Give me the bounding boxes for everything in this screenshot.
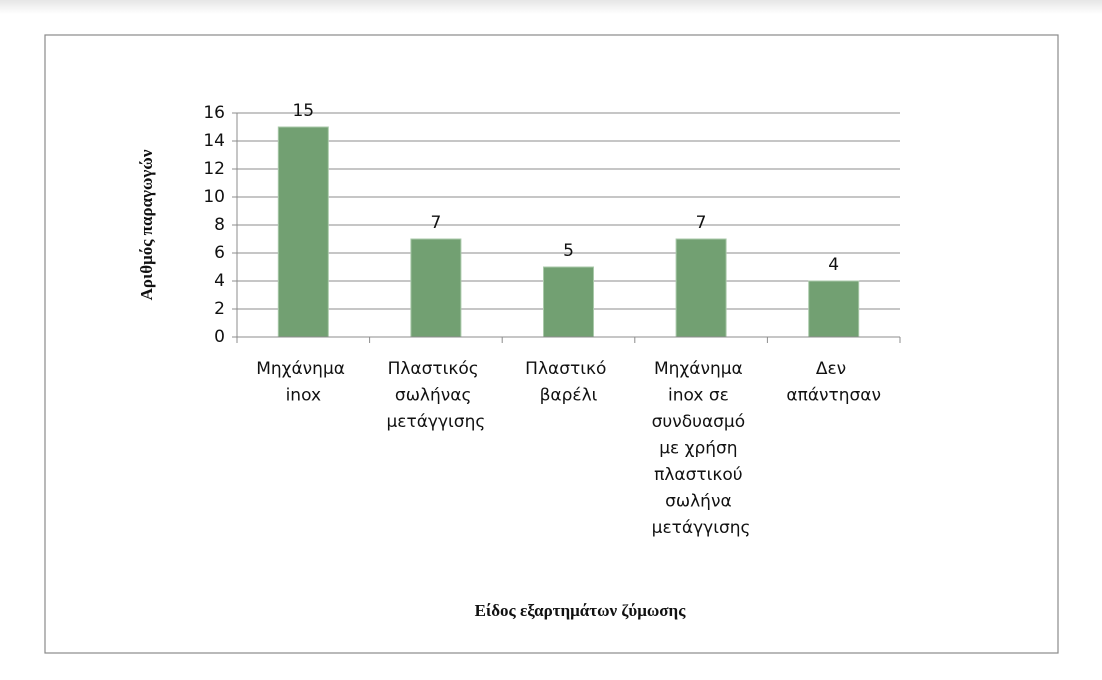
data-label: 15	[292, 101, 314, 121]
x-axis-title: Είδος εξαρτημάτων ζύμωσης	[475, 601, 687, 620]
bar	[277, 126, 329, 338]
top-shadow	[0, 0, 1102, 14]
data-label: 7	[430, 213, 441, 233]
data-label: 4	[828, 255, 839, 275]
bar	[410, 238, 462, 338]
data-label: 5	[563, 241, 574, 261]
y-tick-label: 2	[214, 299, 225, 319]
y-axis-title: Αριθμός παραγωγών	[137, 149, 156, 300]
bar	[543, 266, 594, 338]
chart-frame	[44, 34, 1059, 654]
x-tick-label: Μηχάνημα inox	[256, 359, 350, 406]
y-tick-label: 12	[203, 159, 225, 179]
x-tick-label: Δεν απάντησαν	[786, 359, 881, 406]
y-tick-label: 6	[214, 243, 225, 263]
bar	[675, 238, 727, 338]
data-label: 7	[696, 213, 707, 233]
x-tick-label: Πλαστικό βαρέλι	[525, 359, 612, 406]
x-tick-label: Πλαστικός σωλήνας μετάγγισης	[386, 359, 485, 432]
y-tick-label: 8	[214, 215, 225, 235]
y-tick-label: 4	[214, 271, 225, 291]
y-tick-label: 16	[203, 103, 225, 123]
y-tick-label: 14	[203, 131, 225, 151]
x-tick-label: Μηχάνημα inox σε συνδυασμό με χρήση πλασ…	[652, 359, 751, 538]
y-tick-label: 0	[214, 327, 225, 347]
bar	[808, 280, 860, 338]
y-tick-label: 10	[203, 187, 225, 207]
